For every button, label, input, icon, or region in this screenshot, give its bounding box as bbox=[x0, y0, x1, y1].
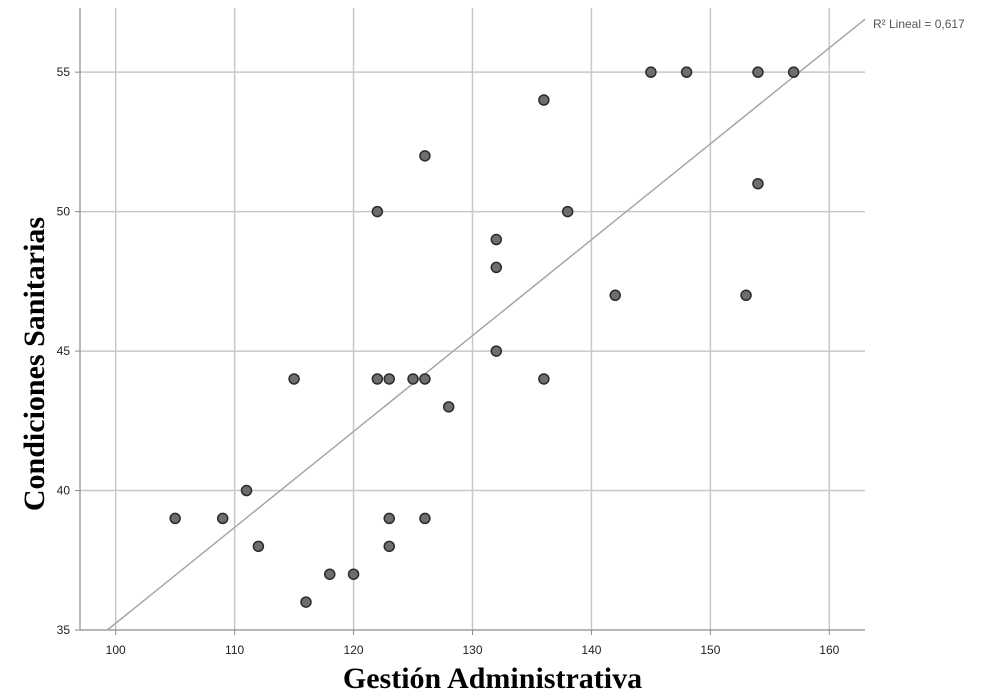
data-point bbox=[383, 540, 395, 553]
y-axis-title: Condiciones Sanitarias bbox=[18, 217, 51, 511]
data-point bbox=[752, 66, 764, 78]
data-point bbox=[538, 373, 550, 385]
grid bbox=[80, 8, 865, 630]
data-point bbox=[371, 205, 384, 218]
data-point bbox=[169, 512, 181, 525]
data-point bbox=[288, 373, 300, 385]
data-point bbox=[371, 373, 384, 385]
data-point bbox=[300, 596, 312, 608]
x-tick-label: 150 bbox=[700, 643, 720, 657]
r2-annotation: R² Lineal = 0,617 bbox=[873, 17, 965, 31]
y-tick-label: 40 bbox=[57, 484, 71, 498]
data-point bbox=[490, 261, 503, 274]
data-point bbox=[419, 373, 431, 385]
x-tick-label: 110 bbox=[225, 643, 244, 657]
x-tick-label: 120 bbox=[344, 643, 364, 657]
data-point bbox=[538, 94, 550, 106]
data-point bbox=[419, 150, 431, 162]
y-tick-label: 35 bbox=[57, 623, 71, 637]
data-point bbox=[787, 66, 800, 78]
data-point bbox=[442, 401, 455, 413]
y-tick-label: 45 bbox=[57, 344, 71, 358]
data-point bbox=[740, 289, 752, 302]
data-points bbox=[169, 66, 800, 608]
data-point bbox=[240, 484, 253, 497]
data-point bbox=[490, 345, 503, 357]
y-tick-label: 55 bbox=[57, 65, 71, 79]
tick-labels: 100 110 120 130 140 150 160 35 40 45 50 55 bbox=[57, 65, 840, 657]
axes bbox=[75, 8, 865, 635]
data-point bbox=[490, 233, 503, 246]
x-tick-label: 100 bbox=[106, 643, 126, 657]
data-point bbox=[383, 373, 395, 385]
x-tick-label: 160 bbox=[819, 643, 839, 657]
x-axis-title: Gestión Administrativa bbox=[343, 662, 642, 695]
regression-line bbox=[106, 18, 866, 631]
data-point bbox=[347, 568, 360, 580]
data-point bbox=[419, 512, 431, 525]
x-tick-label: 130 bbox=[462, 643, 482, 657]
data-point bbox=[609, 289, 621, 302]
x-tick-label: 140 bbox=[581, 643, 601, 657]
data-point bbox=[383, 512, 395, 525]
data-point bbox=[252, 540, 265, 553]
data-point bbox=[752, 177, 764, 190]
data-point bbox=[407, 373, 419, 385]
data-point bbox=[561, 205, 574, 218]
data-point bbox=[680, 66, 693, 78]
data-point bbox=[324, 568, 336, 580]
data-point bbox=[645, 66, 657, 78]
data-point bbox=[216, 512, 229, 525]
y-tick-label: 50 bbox=[57, 205, 71, 219]
